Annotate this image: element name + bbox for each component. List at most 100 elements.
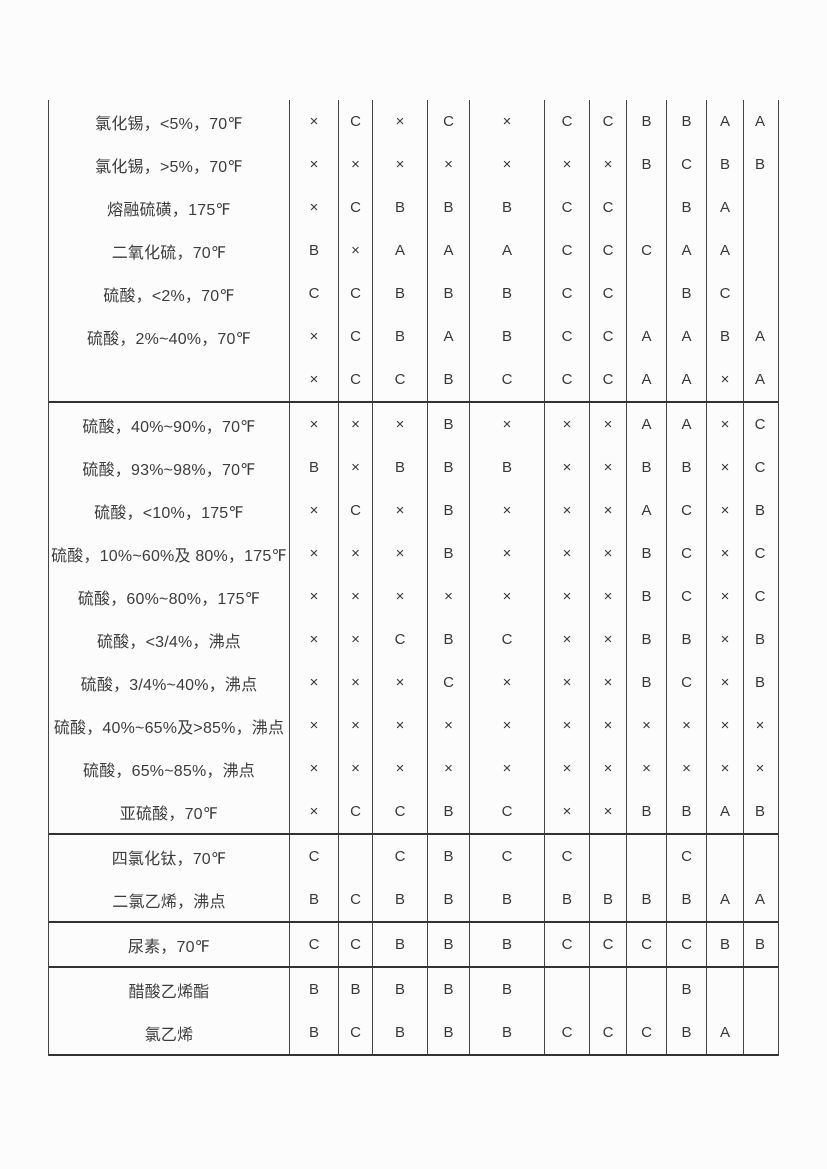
rating-cell: ×	[545, 747, 590, 790]
rating-cell: B	[428, 532, 470, 575]
rating-cell: B	[667, 878, 707, 921]
rating-cell: C	[339, 790, 373, 833]
row-label: 硫酸，<2%，70℉	[49, 272, 290, 315]
rating-cell	[590, 968, 627, 1011]
rating-cell: C	[428, 100, 470, 143]
rating-cell: ×	[590, 403, 627, 446]
row-label: 氯化锡，>5%，70℉	[49, 143, 290, 186]
rating-cell: B	[627, 790, 667, 833]
rating-cell: C	[667, 489, 707, 532]
rating-cell: B	[627, 100, 667, 143]
rating-cell	[627, 968, 667, 1011]
rating-cell: B	[627, 143, 667, 186]
table-section-3: 四氯化钛，70℉ C C B C C C 二氯乙烯，沸点 B C B B B B B B B A A	[49, 835, 778, 923]
rating-cell: ×	[428, 704, 470, 747]
rating-cell: ×	[590, 618, 627, 661]
rating-cell: A	[627, 358, 667, 401]
rating-cell: C	[545, 1011, 590, 1054]
row-label: 二氧化硫，70℉	[49, 229, 290, 272]
row-label	[49, 358, 290, 401]
rating-cell: B	[470, 315, 545, 358]
rating-cell: B	[627, 618, 667, 661]
rating-cell: B	[470, 1011, 545, 1054]
rating-cell: B	[373, 968, 428, 1011]
rating-cell: C	[590, 1011, 627, 1054]
rating-cell: ×	[339, 704, 373, 747]
table-section-5: 醋酸乙烯酯 B B B B B B 氯乙烯 B C B B B C C C B A	[49, 968, 778, 1056]
rating-cell: A	[707, 1011, 744, 1054]
rating-cell: B	[754, 803, 765, 820]
rating-cell: C	[373, 358, 428, 401]
rating-cell: ×	[707, 704, 744, 747]
rating-cell: C	[590, 315, 627, 358]
table-row: 硫酸，<2%，70℉ C C B B B C C B C	[49, 272, 778, 315]
table-row: 硫酸，40%~90%，70℉ × × × B × × × A A × C	[49, 403, 778, 446]
rating-cell: C	[470, 790, 545, 833]
rating-cell: C	[754, 459, 766, 476]
rating-cell: ×	[373, 100, 428, 143]
rating-cell: ×	[470, 403, 545, 446]
rating-cell: B	[707, 143, 744, 186]
rating-cell: ×	[470, 661, 545, 704]
rating-cell: ×	[470, 575, 545, 618]
rating-cell: B	[754, 674, 765, 691]
rating-cell	[744, 186, 776, 229]
rating-cell: ×	[339, 446, 373, 489]
row-label: 硫酸，2%~40%，70℉	[49, 315, 290, 358]
row-label: 醋酸乙烯酯	[49, 968, 290, 1011]
rating-cell: ×	[707, 618, 744, 661]
rating-cell: ×	[290, 704, 339, 747]
rating-cell: B	[707, 923, 744, 966]
row-label: 尿素，70℉	[49, 923, 290, 966]
rating-cell: A	[707, 186, 744, 229]
rating-cell: ×	[290, 618, 339, 661]
rating-cell: B	[667, 968, 707, 1011]
rating-cell: C	[590, 358, 627, 401]
rating-cell: ×	[470, 489, 545, 532]
row-label: 硫酸，10%~60%及 80%，175℉	[49, 532, 290, 575]
rating-cell: C	[339, 315, 373, 358]
rating-cell: C	[754, 416, 766, 433]
rating-cell	[744, 968, 776, 1011]
rating-cell: ×	[590, 532, 627, 575]
rating-cell: ×	[590, 790, 627, 833]
rating-cell	[627, 186, 667, 229]
rating-cell	[744, 835, 776, 878]
rating-cell: C	[428, 661, 470, 704]
rating-cell: A	[754, 891, 765, 908]
rating-cell: A	[373, 229, 428, 272]
rating-cell: ×	[545, 575, 590, 618]
rating-cell: B	[290, 878, 339, 921]
rating-cell: ×	[590, 446, 627, 489]
rating-cell: ×	[545, 489, 590, 532]
rating-cell: B	[428, 790, 470, 833]
rating-cell: ×	[290, 661, 339, 704]
rating-cell: C	[470, 618, 545, 661]
rating-cell: C	[339, 878, 373, 921]
rating-cell: C	[754, 588, 766, 605]
rating-cell: ×	[545, 143, 590, 186]
table-row: 熔融硫磺，175℉ × C B B B C C B A	[49, 186, 778, 229]
table-row: 尿素，70℉ C C B B B C C C C B B	[49, 923, 778, 966]
rating-cell	[627, 272, 667, 315]
rating-cell: C	[545, 229, 590, 272]
table-section-1: 氯化锡，<5%，70℉ × C × C × C C B B A A 氯化锡，>5%，70℉ × × × × × × ×…	[49, 100, 778, 403]
rating-cell: ×	[707, 446, 744, 489]
rating-cell: C	[590, 923, 627, 966]
rating-cell: B	[428, 878, 470, 921]
rating-cell: B	[290, 968, 339, 1011]
rating-cell: A	[667, 315, 707, 358]
rating-cell: ×	[545, 403, 590, 446]
rating-cell: A	[428, 229, 470, 272]
rating-cell: A	[627, 489, 667, 532]
row-label: 熔融硫磺，175℉	[49, 186, 290, 229]
rating-cell: ×	[755, 717, 765, 734]
rating-cell: ×	[339, 532, 373, 575]
rating-cell: A	[667, 358, 707, 401]
rating-cell: C	[667, 532, 707, 575]
rating-cell: ×	[428, 143, 470, 186]
rating-cell: B	[754, 502, 765, 519]
row-label: 硫酸，<3/4%，沸点	[49, 618, 290, 661]
rating-cell: C	[290, 835, 339, 878]
